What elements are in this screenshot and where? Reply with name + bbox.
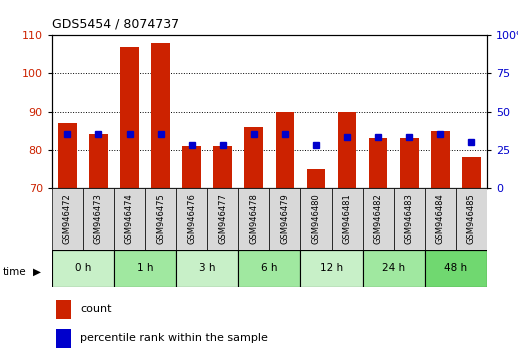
FancyBboxPatch shape xyxy=(145,188,176,250)
Bar xyxy=(120,47,139,188)
Text: 1 h: 1 h xyxy=(137,263,153,273)
FancyBboxPatch shape xyxy=(238,188,269,250)
Text: 6 h: 6 h xyxy=(261,263,278,273)
FancyBboxPatch shape xyxy=(83,188,114,250)
Bar xyxy=(182,146,201,188)
Bar xyxy=(338,112,356,188)
Bar xyxy=(431,131,450,188)
Bar xyxy=(369,138,387,188)
Text: GSM946485: GSM946485 xyxy=(467,193,476,244)
Text: GSM946477: GSM946477 xyxy=(218,193,227,244)
Text: percentile rank within the sample: percentile rank within the sample xyxy=(80,333,268,343)
FancyBboxPatch shape xyxy=(332,188,363,250)
FancyBboxPatch shape xyxy=(363,188,394,250)
FancyBboxPatch shape xyxy=(238,250,300,287)
FancyBboxPatch shape xyxy=(207,188,238,250)
Text: count: count xyxy=(80,304,111,314)
FancyBboxPatch shape xyxy=(176,188,207,250)
Text: GSM946474: GSM946474 xyxy=(125,193,134,244)
Text: GSM946481: GSM946481 xyxy=(342,193,352,244)
FancyBboxPatch shape xyxy=(425,250,487,287)
FancyBboxPatch shape xyxy=(176,250,238,287)
Text: GSM946479: GSM946479 xyxy=(280,193,290,244)
FancyBboxPatch shape xyxy=(425,188,456,250)
Bar xyxy=(58,123,77,188)
Text: GSM946475: GSM946475 xyxy=(156,193,165,244)
FancyBboxPatch shape xyxy=(456,188,487,250)
Bar xyxy=(276,112,294,188)
Text: 24 h: 24 h xyxy=(382,263,405,273)
Text: 0 h: 0 h xyxy=(75,263,91,273)
Text: 48 h: 48 h xyxy=(444,263,467,273)
FancyBboxPatch shape xyxy=(300,250,363,287)
Bar xyxy=(56,300,71,319)
Text: GSM946478: GSM946478 xyxy=(249,193,258,244)
Text: 3 h: 3 h xyxy=(199,263,215,273)
Bar xyxy=(213,146,232,188)
Bar xyxy=(89,135,108,188)
Text: GSM946472: GSM946472 xyxy=(63,193,72,244)
FancyBboxPatch shape xyxy=(300,188,332,250)
Bar xyxy=(244,127,263,188)
FancyBboxPatch shape xyxy=(114,250,176,287)
Text: GSM946482: GSM946482 xyxy=(373,193,383,244)
FancyBboxPatch shape xyxy=(269,188,300,250)
Text: 12 h: 12 h xyxy=(320,263,343,273)
Text: GDS5454 / 8074737: GDS5454 / 8074737 xyxy=(52,17,179,30)
Text: GSM946476: GSM946476 xyxy=(187,193,196,244)
FancyBboxPatch shape xyxy=(114,188,145,250)
Text: GSM946480: GSM946480 xyxy=(311,193,321,244)
Bar xyxy=(151,43,170,188)
Text: GSM946483: GSM946483 xyxy=(405,193,414,244)
FancyBboxPatch shape xyxy=(52,250,114,287)
Bar xyxy=(462,157,481,188)
Text: GSM946484: GSM946484 xyxy=(436,193,445,244)
Bar xyxy=(307,169,325,188)
Text: time: time xyxy=(3,267,26,277)
FancyBboxPatch shape xyxy=(394,188,425,250)
Bar xyxy=(400,138,419,188)
FancyBboxPatch shape xyxy=(52,188,83,250)
Text: GSM946473: GSM946473 xyxy=(94,193,103,244)
Text: ▶: ▶ xyxy=(33,267,40,277)
Bar xyxy=(56,329,71,348)
FancyBboxPatch shape xyxy=(363,250,425,287)
